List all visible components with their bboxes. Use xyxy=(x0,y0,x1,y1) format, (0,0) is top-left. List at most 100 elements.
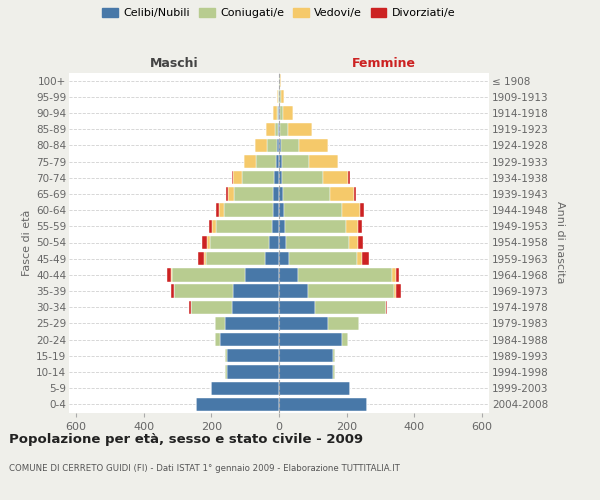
Bar xyxy=(256,155,276,168)
Bar xyxy=(346,220,358,233)
Bar xyxy=(266,122,275,136)
Bar xyxy=(284,204,341,217)
Bar xyxy=(349,236,358,249)
Bar xyxy=(227,366,279,378)
Bar xyxy=(273,188,279,200)
Bar xyxy=(278,106,279,120)
Bar xyxy=(333,349,335,362)
Bar xyxy=(209,220,212,233)
Bar xyxy=(354,188,356,200)
Bar xyxy=(299,138,328,152)
Bar xyxy=(216,204,219,217)
Bar xyxy=(212,220,215,233)
Bar xyxy=(255,138,267,152)
Bar xyxy=(276,155,279,168)
Bar xyxy=(219,204,224,217)
Bar xyxy=(207,236,209,249)
Bar xyxy=(360,204,364,217)
Bar xyxy=(265,252,279,266)
Bar xyxy=(279,398,367,411)
Bar xyxy=(225,317,279,330)
Bar xyxy=(328,317,359,330)
Bar xyxy=(278,122,279,136)
Bar xyxy=(279,268,298,281)
Bar xyxy=(298,268,392,281)
Bar xyxy=(172,268,245,281)
Bar xyxy=(279,284,308,298)
Bar xyxy=(225,366,227,378)
Bar xyxy=(202,236,207,249)
Bar xyxy=(215,220,272,233)
Bar xyxy=(279,317,328,330)
Y-axis label: Anni di nascita: Anni di nascita xyxy=(555,201,565,283)
Text: Maschi: Maschi xyxy=(149,57,199,70)
Bar xyxy=(314,300,386,314)
Bar xyxy=(198,252,205,266)
Bar xyxy=(170,284,174,298)
Bar xyxy=(331,188,354,200)
Bar xyxy=(275,122,278,136)
Bar xyxy=(269,236,279,249)
Bar xyxy=(280,122,289,136)
Bar xyxy=(323,171,349,184)
Bar xyxy=(279,122,280,136)
Bar xyxy=(273,106,277,120)
Bar xyxy=(167,268,170,281)
Bar xyxy=(279,204,284,217)
Bar xyxy=(279,300,314,314)
Bar xyxy=(267,138,277,152)
Bar xyxy=(279,74,280,87)
Bar xyxy=(283,106,293,120)
Bar xyxy=(309,155,338,168)
Bar xyxy=(283,188,331,200)
Bar xyxy=(191,300,232,314)
Bar xyxy=(279,220,285,233)
Bar xyxy=(272,220,279,233)
Bar xyxy=(392,268,396,281)
Bar xyxy=(242,171,274,184)
Bar xyxy=(279,333,341,346)
Bar xyxy=(206,252,265,266)
Bar xyxy=(279,106,280,120)
Bar xyxy=(396,268,399,281)
Bar xyxy=(174,284,233,298)
Bar xyxy=(341,204,360,217)
Bar xyxy=(285,220,346,233)
Bar xyxy=(362,252,369,266)
Bar xyxy=(274,171,279,184)
Bar xyxy=(280,74,281,87)
Text: Popolazione per età, sesso e stato civile - 2009: Popolazione per età, sesso e stato civil… xyxy=(9,432,363,446)
Bar xyxy=(277,138,279,152)
Bar xyxy=(279,366,333,378)
Legend: Celibi/Nubili, Coniugati/e, Vedovi/e, Divorziati/e: Celibi/Nubili, Coniugati/e, Vedovi/e, Di… xyxy=(98,3,460,22)
Bar xyxy=(279,382,350,395)
Text: COMUNE DI CERRETO GUIDI (FI) - Dati ISTAT 1° gennaio 2009 - Elaborazione TUTTITA: COMUNE DI CERRETO GUIDI (FI) - Dati ISTA… xyxy=(9,464,400,473)
Bar xyxy=(279,188,283,200)
Bar xyxy=(232,171,233,184)
Bar xyxy=(279,138,281,152)
Bar xyxy=(232,300,279,314)
Bar xyxy=(245,268,279,281)
Bar xyxy=(279,252,289,266)
Bar xyxy=(333,366,335,378)
Bar xyxy=(289,122,312,136)
Bar xyxy=(189,300,191,314)
Bar xyxy=(215,317,225,330)
Text: Femmine: Femmine xyxy=(352,57,416,70)
Bar xyxy=(205,252,206,266)
Bar xyxy=(358,220,362,233)
Bar xyxy=(227,349,279,362)
Bar xyxy=(286,236,349,249)
Bar xyxy=(170,268,172,281)
Bar xyxy=(280,106,283,120)
Bar xyxy=(277,90,278,104)
Bar xyxy=(358,236,362,249)
Bar xyxy=(386,300,388,314)
Bar xyxy=(225,349,227,362)
Bar xyxy=(394,284,396,298)
Bar xyxy=(273,204,279,217)
Bar xyxy=(396,284,401,298)
Bar xyxy=(281,90,284,104)
Bar xyxy=(283,171,323,184)
Bar xyxy=(277,106,278,120)
